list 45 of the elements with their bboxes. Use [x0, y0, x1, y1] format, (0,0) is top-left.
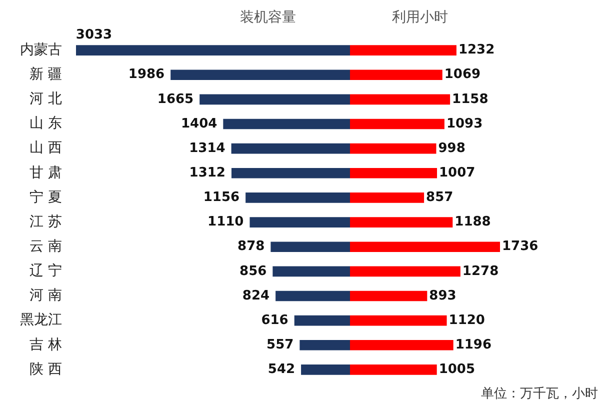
- data-label: 1069: [444, 67, 481, 82]
- data-label: 1188: [454, 214, 491, 230]
- y-tick-label: 云 南: [30, 238, 62, 254]
- data-label: 1232: [458, 42, 495, 58]
- y-tick-label: 宁 夏: [30, 189, 62, 206]
- data-label: 1120: [448, 312, 485, 328]
- data-label: 1986: [128, 67, 165, 82]
- data-label: 1158: [452, 92, 488, 107]
- y-tick-label: 内蒙古: [20, 42, 62, 58]
- data-label: 878: [238, 239, 265, 254]
- y-tick-label: 山 东: [30, 116, 62, 132]
- y-tick-label: 新 疆: [30, 66, 62, 82]
- data-label: 1007: [439, 166, 476, 181]
- data-label: 1736: [502, 239, 538, 254]
- data-label: 3033: [76, 28, 112, 43]
- y-tick-label: 黑龙江: [20, 312, 62, 328]
- data-label: 1312: [189, 166, 226, 181]
- y-tick-label: 吉 林: [30, 336, 62, 353]
- y-tick-label: 辽 宁: [30, 263, 62, 280]
- data-label: 1314: [189, 140, 226, 156]
- y-tick-label: 甘 肃: [30, 164, 62, 181]
- data-label: 1093: [446, 116, 483, 132]
- chart-title: 利用小时: [392, 10, 448, 26]
- data-label: 1278: [462, 264, 499, 279]
- y-tick-label: 陕 西: [30, 361, 62, 378]
- data-label: 1005: [438, 362, 476, 378]
- data-label: 998: [438, 140, 466, 156]
- data-label: 616: [261, 312, 288, 328]
- data-label: 557: [266, 338, 294, 353]
- data-label: 1156: [203, 190, 240, 206]
- data-label: 857: [426, 190, 454, 206]
- data-label: 893: [429, 288, 456, 304]
- data-label: 542: [268, 362, 296, 378]
- data-label: 1665: [157, 92, 194, 107]
- data-label: 1196: [455, 338, 492, 353]
- data-label: 1404: [180, 116, 218, 132]
- data-label: 856: [240, 264, 267, 279]
- y-tick-label: 河 北: [30, 91, 62, 108]
- chart-title: 装机容量: [240, 10, 296, 26]
- text: 单位：万千瓦，小时: [481, 386, 598, 402]
- y-tick-label: 山 西: [30, 140, 62, 156]
- y-tick-label: 江 苏: [30, 214, 62, 230]
- y-tick-label: 河 南: [30, 288, 62, 304]
- data-label: 824: [242, 288, 270, 304]
- data-label: 1110: [208, 214, 244, 230]
